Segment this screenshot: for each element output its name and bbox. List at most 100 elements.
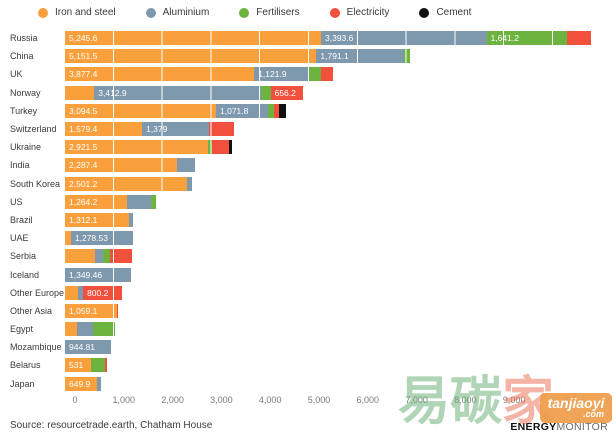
bar-segment-aluminium: 1,071.8 bbox=[216, 103, 269, 118]
bar-track: 2,921.5 bbox=[65, 140, 553, 155]
x-axis: 0 1,000 2,000 3,000 4,000 5,000 6,000 7,000 8,00… bbox=[0, 395, 616, 409]
bar-segments: 5,151.5 1,791.1 bbox=[65, 49, 553, 64]
bar-value-label: 1,579.4 bbox=[69, 124, 98, 135]
category-label: Egypt bbox=[10, 324, 34, 335]
x-tick-label: 7,000 bbox=[405, 395, 428, 405]
legend-item-aluminium: Aluminium bbox=[145, 7, 209, 18]
bar-segment-iron-and-steel: 531 bbox=[65, 358, 91, 373]
bar-row-other-asia: Other Asia 1,059.1 bbox=[0, 302, 616, 320]
bar-segment-iron-and-steel: 1,264.2 bbox=[65, 194, 127, 209]
bar-value-label: 1,379 bbox=[146, 124, 168, 135]
bar-segment-iron-and-steel: 2,921.5 bbox=[65, 140, 208, 155]
bar-row-serbia: Serbia bbox=[0, 247, 616, 265]
category-label: Norway bbox=[10, 87, 41, 98]
bar-segment-aluminium: 1,349.46 bbox=[65, 267, 131, 282]
bar-segment-iron-and-steel: 2,501.2 bbox=[65, 176, 188, 191]
bar-track: 2,501.2 bbox=[65, 176, 553, 191]
x-tick-label: 5,000 bbox=[307, 395, 331, 405]
bar-value-label: 1,349.46 bbox=[69, 269, 103, 280]
bar-segment-fertilisers bbox=[308, 67, 321, 82]
bar-value-label: 2,501.2 bbox=[69, 178, 98, 189]
bar-segment-aluminium bbox=[126, 194, 152, 209]
bar-segments bbox=[65, 249, 553, 264]
bar-value-label: 3,094.5 bbox=[69, 105, 98, 116]
bar-row-brazil: Brazil 1,312.1 bbox=[0, 211, 616, 229]
bar-segments: 1,264.2 bbox=[65, 194, 553, 209]
bar-value-label: 1,312.1 bbox=[69, 214, 98, 225]
x-tick-label: 4,000 bbox=[258, 395, 282, 405]
bar-value-label: 1,264.2 bbox=[69, 196, 98, 207]
watermark-badge-domain: .com bbox=[582, 409, 604, 419]
bar-track: 1,579.4 1,379 bbox=[65, 122, 553, 137]
legend-label: Fertilisers bbox=[256, 7, 300, 18]
bar-value-label: 5,245.6 bbox=[69, 33, 98, 44]
bar-segment-iron-and-steel bbox=[65, 322, 78, 337]
bar-value-label: 3,877.4 bbox=[69, 69, 98, 80]
bar-segments: 944.81 bbox=[65, 340, 553, 355]
bar-segments: 1,278.53 bbox=[65, 231, 553, 246]
bar-segment-iron-and-steel bbox=[65, 85, 95, 100]
bar-segments: 2,287.4 bbox=[65, 158, 553, 173]
bar-value-label: 1,121.9 bbox=[258, 69, 287, 80]
bar-segments: 1,349.46 bbox=[65, 267, 553, 282]
bar-segment-fertilisers bbox=[403, 49, 410, 64]
bar-segment-aluminium: 1,379 bbox=[142, 122, 210, 137]
bar-segment-electricity bbox=[209, 122, 234, 137]
bar-row-japan: Japan 649.9 bbox=[0, 375, 616, 393]
bar-row-switzerland: Switzerland 1,579.4 1,379 bbox=[0, 120, 616, 138]
category-label: Other Asia bbox=[10, 305, 53, 316]
bar-track bbox=[65, 249, 553, 264]
bar-track: 1,312.1 bbox=[65, 212, 553, 227]
bar-segment-aluminium bbox=[176, 158, 196, 173]
bar-row-india: India 2,287.4 bbox=[0, 156, 616, 174]
legend-item-electricity: Electricity bbox=[329, 7, 390, 18]
bar-value-label: 1,278.53 bbox=[74, 233, 108, 244]
bar-segments: 800.2 bbox=[65, 285, 553, 300]
bar-segment-iron-and-steel: 2,287.4 bbox=[65, 158, 177, 173]
bar-track: 5,245.6 3,393.6 1,641.2 bbox=[65, 31, 591, 46]
bar-row-mozambique: Mozambique 944.81 bbox=[0, 338, 616, 356]
bar-value-label: 3,412.9 bbox=[98, 87, 127, 98]
legend: Iron and steel Aluminium Fertilisers Electr… bbox=[38, 7, 471, 18]
bar-segments: 3,412.9 656.2 bbox=[65, 85, 553, 100]
bar-segment-aluminium bbox=[187, 176, 193, 191]
bar-segment-fertilisers bbox=[103, 249, 111, 264]
bar-value-label: 1,641.2 bbox=[490, 33, 519, 44]
bar-segments: 1,312.1 bbox=[65, 212, 553, 227]
bar-segment-aluminium bbox=[77, 322, 94, 337]
bar-value-label: 800.2 bbox=[87, 287, 109, 298]
bar-track: 1,264.2 bbox=[65, 194, 553, 209]
bar-track: 3,094.5 1,071.8 bbox=[65, 103, 553, 118]
bar-segment-aluminium: 1,121.9 bbox=[254, 67, 309, 82]
legend-label: Cement bbox=[436, 7, 472, 18]
x-tick-label: 2,000 bbox=[161, 395, 184, 405]
cement-legend-dot-icon bbox=[419, 7, 430, 18]
bar-segments: 1,059.1 bbox=[65, 303, 553, 318]
bar-value-label: 1,791.1 bbox=[320, 51, 349, 62]
category-label: US bbox=[10, 196, 23, 207]
category-label: India bbox=[10, 160, 30, 171]
bar-row-belarus: Belarus 531 bbox=[0, 356, 616, 374]
legend-label: Electricity bbox=[346, 7, 390, 18]
category-label: Brazil bbox=[10, 214, 33, 225]
bar-track: 3,412.9 656.2 bbox=[65, 85, 553, 100]
brand-bold-text: ENERGY bbox=[510, 421, 557, 433]
bar-track: 2,287.4 bbox=[65, 158, 553, 173]
bar-segment-aluminium: 1,278.53 bbox=[70, 231, 134, 246]
category-label: Mozambique bbox=[10, 342, 62, 353]
bar-segment-iron-and-steel: 5,151.5 bbox=[65, 49, 317, 64]
source-note: Source: resourcetrade.earth, Chatham Hou… bbox=[10, 420, 213, 431]
bar-segment-electricity: 800.2 bbox=[83, 285, 123, 300]
category-label: UK bbox=[10, 69, 23, 80]
category-label: Iceland bbox=[10, 269, 40, 280]
bar-segment-aluminium bbox=[129, 212, 134, 227]
bar-segments: 2,501.2 bbox=[65, 176, 553, 191]
bar-segment-aluminium: 3,393.6 bbox=[321, 31, 487, 46]
category-label: Japan bbox=[10, 378, 35, 389]
x-tick-label: 3,000 bbox=[210, 395, 233, 405]
bar-row-us: US 1,264.2 bbox=[0, 193, 616, 211]
bar-segment-fertilisers bbox=[93, 322, 116, 337]
legend-item-iron-and-steel: Iron and steel bbox=[38, 7, 116, 18]
bar-row-ukraine: Ukraine 2,921.5 bbox=[0, 138, 616, 156]
x-tick-label: 8,000 bbox=[454, 395, 477, 405]
